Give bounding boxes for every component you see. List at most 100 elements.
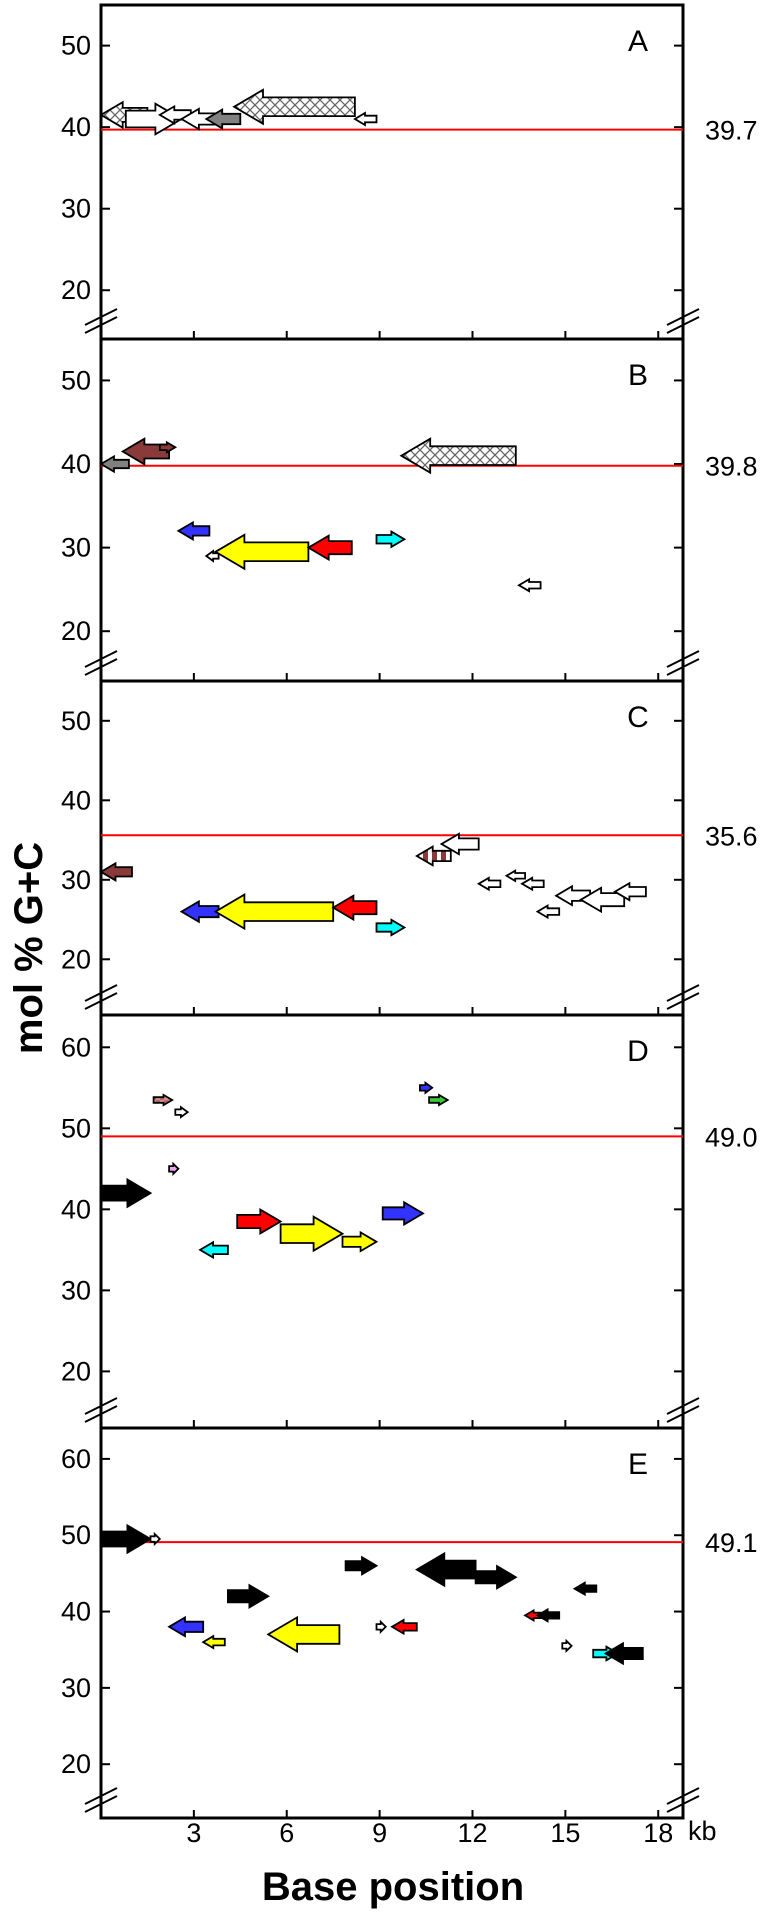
panel-e: 20 30 40 50 60 49.1 E — [61, 1426, 758, 1820]
y-tick-label: 20 — [61, 944, 91, 974]
panel-frame — [99, 1013, 685, 1430]
y-tick-label: 40 — [61, 785, 91, 815]
y-axis-title: mol % G+C — [7, 842, 51, 1054]
gene-arrow — [561, 1638, 573, 1654]
gene-arrow — [535, 904, 561, 920]
axis-break-left — [84, 1787, 118, 1805]
axis-break-left — [84, 650, 118, 668]
axis-break-right — [666, 1405, 700, 1423]
gene-arrow — [266, 1615, 341, 1653]
gene-arrow — [535, 1607, 561, 1623]
gene-arrow — [474, 1564, 518, 1590]
gene-arrow — [613, 881, 647, 902]
gene-arrow — [428, 1093, 450, 1107]
panel-letter: E — [628, 1448, 648, 1481]
y-tick-label: 50 — [61, 706, 91, 736]
panel-letter: C — [627, 701, 649, 734]
y-tick-label: 40 — [61, 1597, 91, 1627]
gene-arrow — [375, 918, 407, 937]
axis-break-right — [666, 658, 700, 676]
gene-arrow — [176, 520, 211, 541]
gene-arrow — [120, 437, 171, 466]
panel-frame — [99, 337, 685, 683]
gene-arrow — [331, 894, 378, 922]
reference-value-label: 35.6 — [705, 821, 758, 851]
y-tick-label: 30 — [61, 194, 91, 224]
axis-break-right — [666, 984, 700, 1002]
panel-letter: D — [627, 1035, 649, 1068]
gene-arrow — [415, 845, 452, 867]
gene-arrow — [381, 1200, 425, 1227]
gene-arrow — [213, 893, 335, 931]
gene-arrow — [179, 899, 220, 924]
gene-arrow — [213, 533, 310, 571]
panel-frame — [99, 1426, 685, 1820]
gene-arrow — [168, 1161, 180, 1176]
y-tick-label: 30 — [61, 865, 91, 895]
y-tick-label: 50 — [61, 1113, 91, 1143]
gene-arrow — [341, 1230, 379, 1253]
axis-break-right — [666, 1795, 700, 1813]
axis-break-left — [84, 1405, 118, 1423]
gene-arrow — [603, 1641, 644, 1666]
gene-arrow — [415, 1551, 477, 1588]
x-tick-label: 6 — [279, 1818, 294, 1848]
gene-arrow — [236, 1208, 283, 1235]
gene-arrow — [344, 1555, 379, 1576]
panel-frame — [99, 679, 685, 1017]
gene-arrow — [201, 1634, 226, 1650]
panel-a: 20 30 40 50 39.7 A — [61, 3, 758, 341]
gene-arrow — [100, 1177, 153, 1209]
gene-arrow — [158, 440, 178, 454]
y-tick-label: 60 — [61, 1444, 91, 1474]
gene-arrow — [579, 886, 626, 914]
axis-break-left — [84, 658, 118, 676]
axis-break-right — [666, 1787, 700, 1805]
axis-break-right — [666, 316, 700, 334]
gene-arrow — [198, 1240, 229, 1260]
panel-letter: B — [628, 359, 648, 392]
gene-arrow — [439, 832, 480, 856]
gene-arrow — [399, 437, 517, 475]
y-tick-label: 30 — [61, 533, 91, 563]
axis-break-right — [666, 992, 700, 1010]
gene-arrow — [306, 534, 353, 562]
reference-value-label: 39.7 — [705, 116, 758, 146]
gene-arrow — [226, 1583, 270, 1609]
gene-arrow — [167, 1615, 205, 1638]
gene-arrow — [353, 111, 378, 127]
y-tick-label: 40 — [61, 112, 91, 142]
gene-arrow — [476, 876, 502, 892]
gene-arrow — [517, 577, 542, 593]
panel-frame — [99, 3, 685, 341]
gene-arrow — [572, 1581, 598, 1597]
gene-arrow — [375, 530, 407, 549]
gene-arrow — [174, 1105, 190, 1119]
axis-break-left — [84, 1795, 118, 1813]
y-tick-label: 50 — [61, 1520, 91, 1550]
reference-value-label: 39.8 — [705, 452, 758, 482]
y-tick-label: 30 — [61, 1275, 91, 1305]
y-tick-label: 20 — [61, 275, 91, 305]
x-tick-label: 9 — [372, 1818, 387, 1848]
panels-layer: 20 30 40 50 39.7 A 20 30 40 50 39.8 B 20 30 40 50 35.6 C2… — [61, 3, 758, 1848]
gene-arrow — [375, 1619, 388, 1634]
y-tick-label: 60 — [61, 1032, 91, 1062]
gene-arrow — [204, 108, 242, 130]
axis-break-right — [666, 308, 700, 326]
y-tick-label: 50 — [61, 365, 91, 395]
axis-break-left — [84, 984, 118, 1002]
gene-arrow — [504, 869, 526, 883]
gene-arrow — [204, 549, 220, 563]
axis-break-right — [666, 1397, 700, 1415]
axis-break-left — [84, 1397, 118, 1415]
panel-c: 20 30 40 50 35.6 C — [61, 679, 758, 1017]
reference-value-label: 49.1 — [705, 1528, 758, 1558]
y-tick-label: 40 — [61, 1194, 91, 1224]
y-tick-label: 20 — [61, 616, 91, 646]
gene-arrow — [232, 88, 356, 126]
reference-value-label: 49.0 — [705, 1122, 758, 1152]
panel-letter: A — [628, 25, 648, 58]
gene-arrow — [99, 861, 133, 882]
